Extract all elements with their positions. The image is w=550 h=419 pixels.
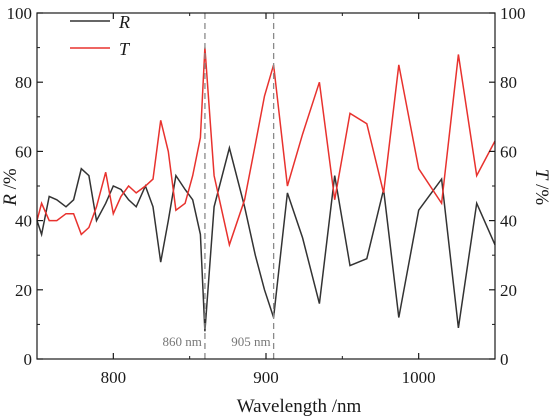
- series-line-r: [36, 144, 496, 332]
- y-tick-label-right: 0: [500, 350, 509, 369]
- y-axis-title-right: T /%: [531, 169, 550, 206]
- y-axis-left-var: R: [0, 194, 21, 207]
- y-axis-title-left: R /%: [0, 168, 21, 207]
- legend-label-t: T: [119, 39, 131, 59]
- series-line-t: [36, 47, 496, 248]
- legend: R T: [70, 12, 131, 59]
- y-tick-label-right: 80: [500, 73, 517, 92]
- y-tick-label-right: 40: [500, 212, 517, 231]
- x-tick-label: 1000: [402, 368, 436, 387]
- y-tick-label-right: 100: [500, 4, 526, 23]
- y-tick-label-left: 0: [24, 350, 33, 369]
- y-tick-label-left: 20: [15, 281, 32, 300]
- plot-area: 860 nm 905 nm 800 900 1000 0 0 20 20 40 40 60 60 80 80…: [7, 4, 526, 387]
- y-tick-label-right: 60: [500, 142, 517, 161]
- x-tick-label: 800: [101, 368, 127, 387]
- legend-label-r: R: [118, 12, 130, 32]
- x-tick-label: 900: [253, 368, 279, 387]
- y-axis-right-var: T: [531, 169, 550, 181]
- x-axis-title: Wavelength /nm: [237, 396, 362, 417]
- y-tick-label-left: 60: [15, 142, 32, 161]
- y-axis-right-unit: /%: [531, 179, 550, 205]
- y-tick-label-left: 100: [7, 4, 33, 23]
- y-tick-label-right: 20: [500, 281, 517, 300]
- annotation-label-0: 860 nm: [163, 334, 202, 349]
- plot-frame: [36, 12, 496, 360]
- y-tick-label-left: 40: [15, 212, 32, 231]
- y-axis-left-unit: /%: [0, 168, 21, 194]
- y-tick-label-left: 80: [15, 73, 32, 92]
- annotation-label-1: 905 nm: [231, 334, 270, 349]
